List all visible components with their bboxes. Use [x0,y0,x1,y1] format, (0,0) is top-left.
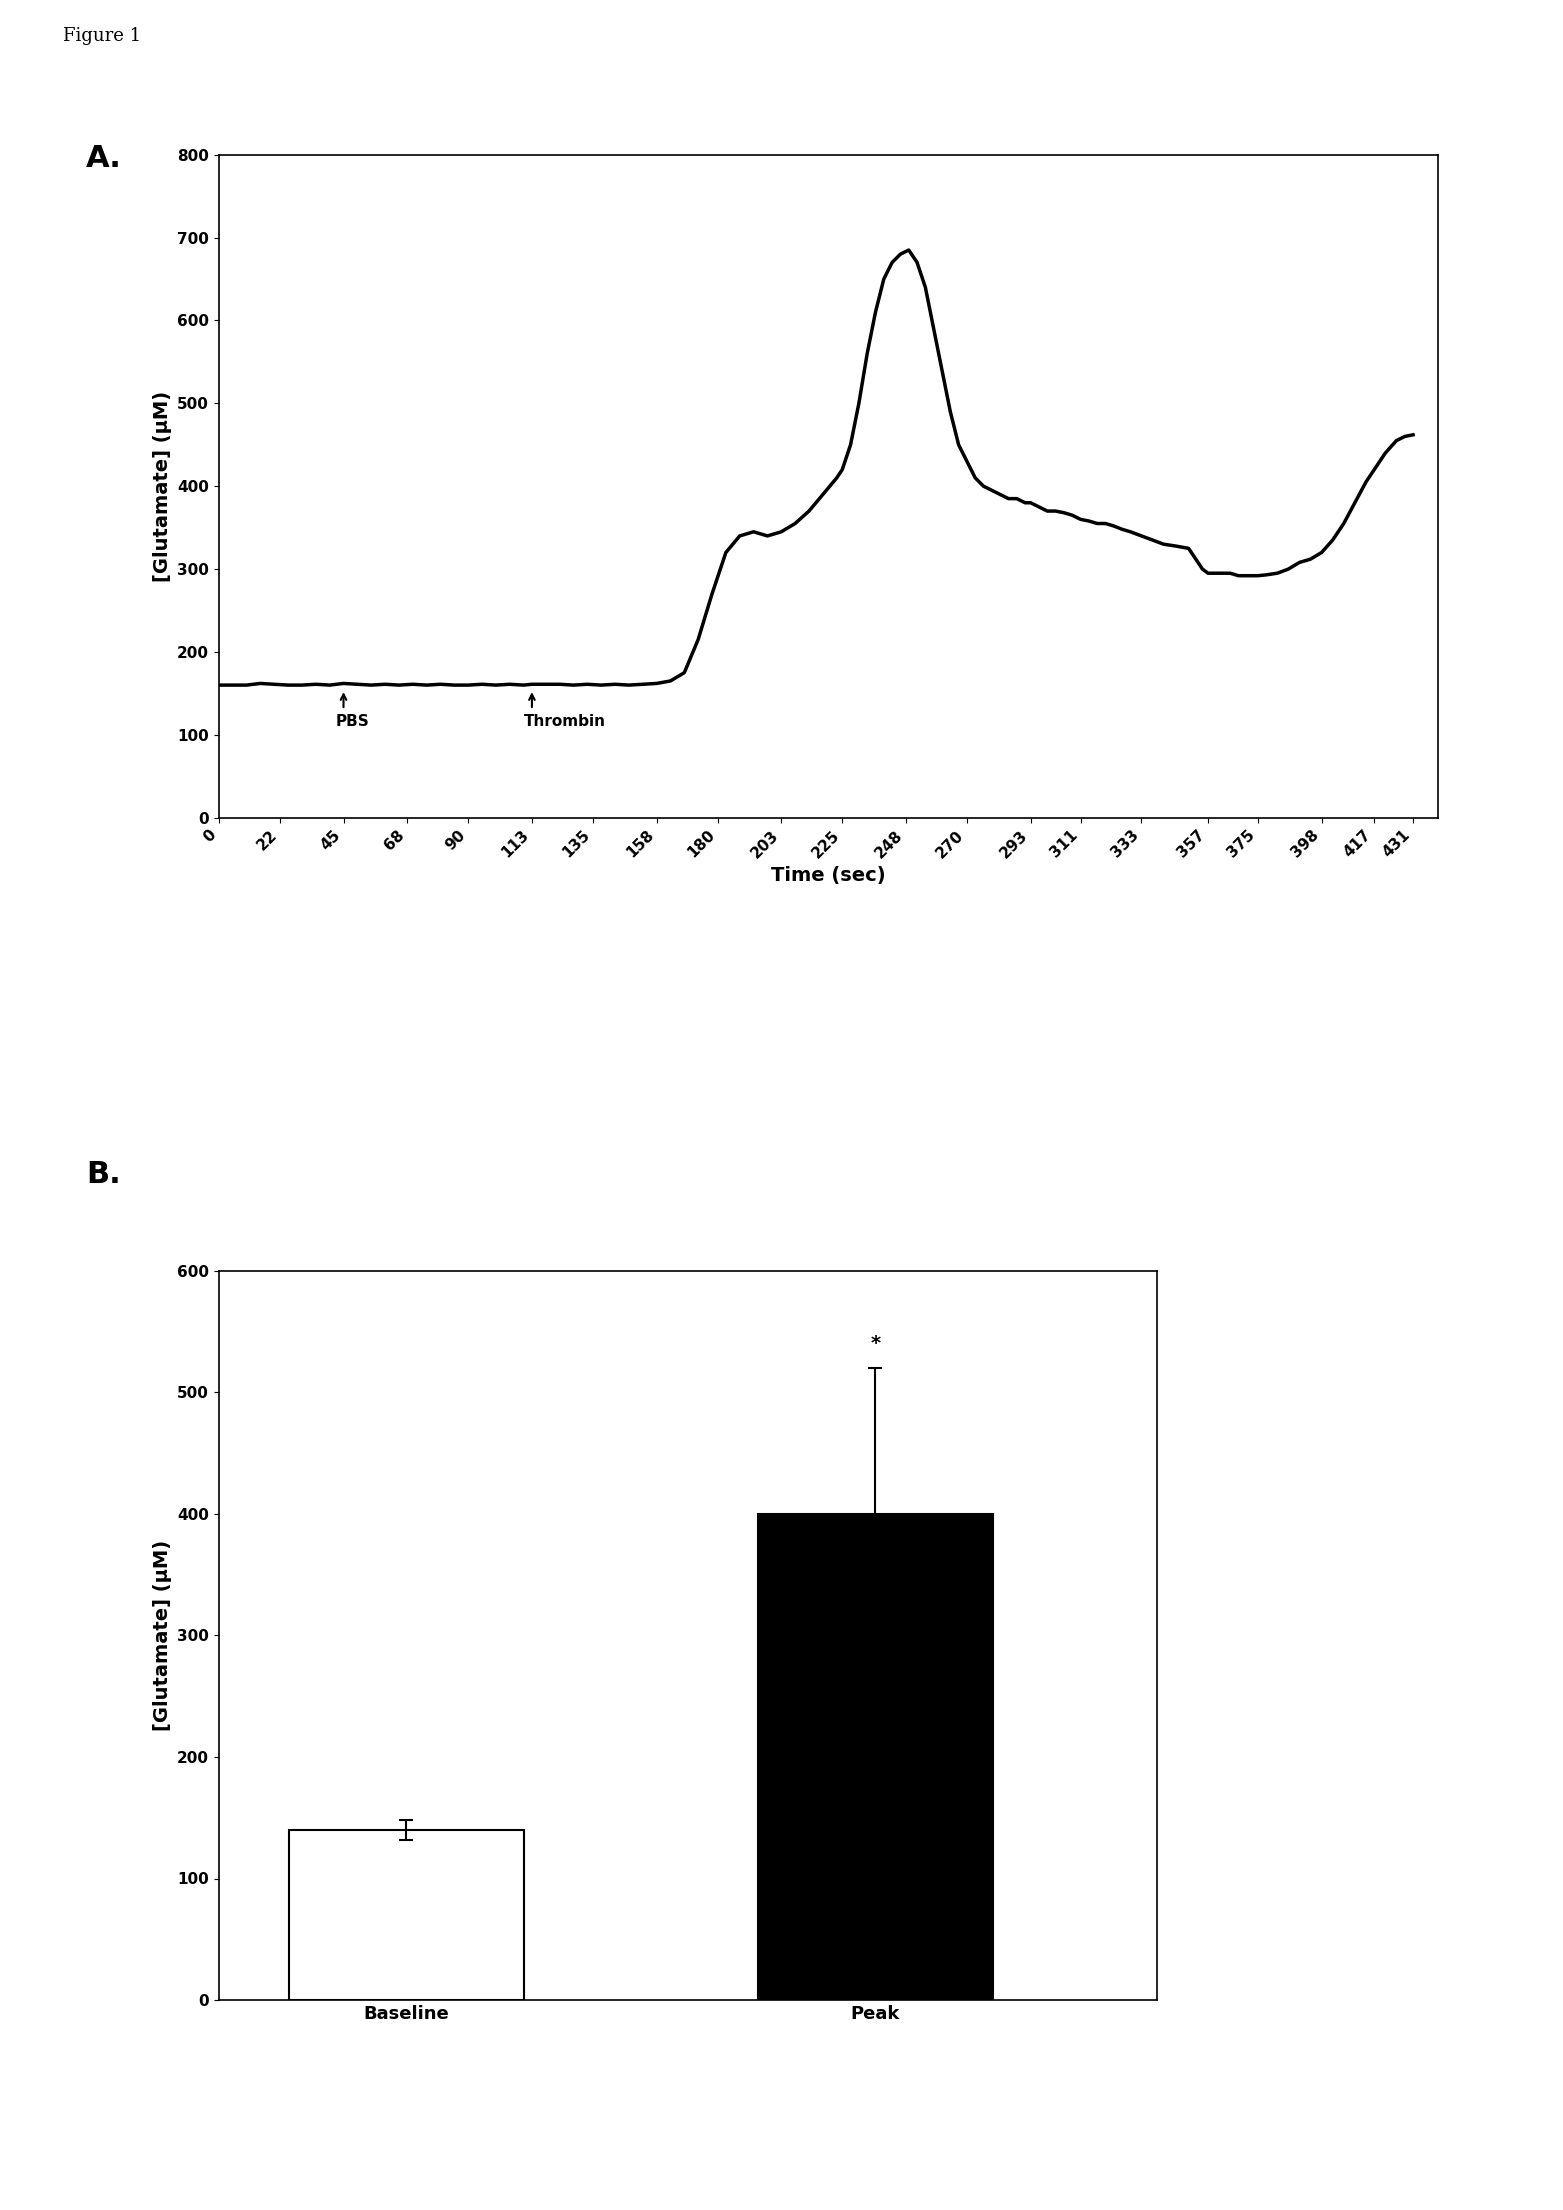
Text: *: * [871,1335,880,1353]
Text: B.: B. [86,1160,120,1189]
X-axis label: Time (sec): Time (sec) [771,866,886,886]
Y-axis label: [Glutamate] (μM): [Glutamate] (μM) [153,1540,172,1730]
Text: Thrombin: Thrombin [524,714,605,729]
Bar [289,1830,524,2000]
Text: A.: A. [86,144,122,172]
Bar [758,1514,993,2000]
Text: PBS: PBS [334,714,369,729]
Y-axis label: [Glutamate] (μM): [Glutamate] (μM) [153,391,172,581]
Text: Figure 1: Figure 1 [63,27,141,44]
